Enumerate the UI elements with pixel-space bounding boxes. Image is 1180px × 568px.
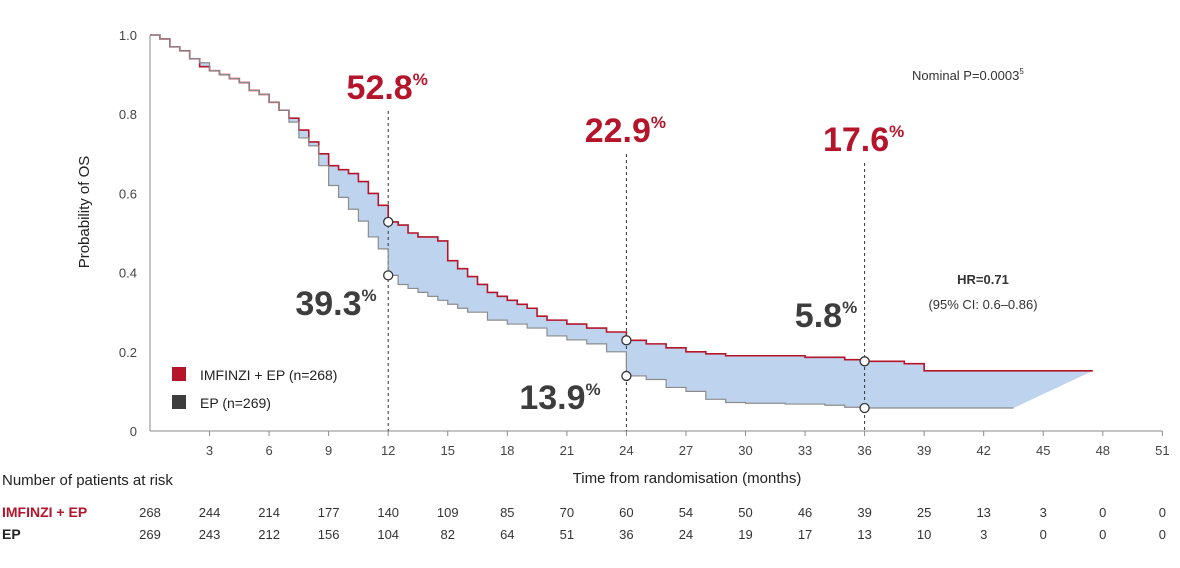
risk-table-cell: 212 [258, 527, 280, 542]
risk-table-cell: 0 [1099, 505, 1106, 520]
risk-table-cell: 109 [437, 505, 459, 520]
risk-table-cell: 10 [917, 527, 931, 542]
series-line-ep [150, 34, 1014, 409]
risk-table-cell: 0 [1159, 505, 1166, 520]
y-tick-label: 0.2 [119, 345, 137, 360]
x-tick-label: 51 [1155, 443, 1169, 458]
landmark-lines [387, 111, 866, 431]
risk-table-cell: 13 [976, 505, 990, 520]
ep-landmark-label: 5.8% [795, 297, 857, 335]
risk-row-label-imfinzi: IMFINZI + EP [2, 504, 87, 520]
risk-table-cell: 104 [377, 527, 399, 542]
x-tick-label: 36 [857, 443, 871, 458]
risk-table-cell: 36 [619, 527, 633, 542]
risk-table-cell: 177 [318, 505, 340, 520]
risk-table-cell: 19 [738, 527, 752, 542]
axes: 00.20.40.60.81.03 6 9 12 15 18 21 24 27 30 33 36 39 4… [119, 28, 1170, 458]
legend: IMFINZI + EP (n=268) EP (n=269) [172, 367, 337, 411]
risk-table-cell: 70 [560, 505, 574, 520]
risk-table-cell: 156 [318, 527, 340, 542]
risk-table-cell: 269 [139, 527, 161, 542]
landmark-marker [859, 356, 870, 367]
x-tick-label: 45 [1036, 443, 1050, 458]
risk-table-cell: 46 [798, 505, 812, 520]
risk-table-cell: 244 [199, 505, 221, 520]
risk-table-cell: 0 [1099, 527, 1106, 542]
risk-table-cell: 243 [199, 527, 221, 542]
hr-ci: (95% CI: 0.6–0.86) [928, 297, 1037, 312]
landmark-marker [383, 270, 394, 281]
series-line-imfinzi [150, 34, 1093, 372]
risk-table-cell: 0 [1040, 527, 1047, 542]
shaded-area [150, 35, 1093, 409]
x-tick-label: 39 [917, 443, 931, 458]
ep-landmark-label: 39.3% [295, 285, 376, 323]
risk-table-cell: 85 [500, 505, 514, 520]
x-tick-label: 15 [441, 443, 455, 458]
risk-row-label-ep: EP [2, 526, 21, 542]
imfinzi-landmark-label: 22.9% [585, 112, 666, 150]
landmark-marker [859, 402, 870, 414]
shaded-difference-area [150, 35, 1093, 409]
x-tick-label: 6 [265, 443, 272, 458]
x-tick-label: 18 [500, 443, 514, 458]
risk-table-cell: 13 [857, 527, 871, 542]
imfinzi-landmark-label: 52.8% [347, 69, 428, 107]
x-tick-label: 21 [560, 443, 574, 458]
landmark-markers [383, 216, 870, 414]
landmark-marker [621, 335, 632, 346]
legend-swatch-imfinzi [172, 367, 186, 381]
risk-table-cell: 25 [917, 505, 931, 520]
risk-table-cell: 24 [679, 527, 693, 542]
x-tick-label: 12 [381, 443, 395, 458]
landmark-marker [383, 216, 394, 228]
x-tick-label: 30 [738, 443, 752, 458]
imfinzi-landmark-label: 17.6% [823, 121, 904, 159]
x-tick-label: 42 [976, 443, 990, 458]
ep-landmark-label: 13.9% [519, 379, 600, 417]
legend-label-ep: EP (n=269) [200, 395, 271, 411]
risk-table-cell: 82 [441, 527, 455, 542]
risk-table-cell: 0 [1159, 527, 1166, 542]
y-tick-label: 1.0 [119, 28, 137, 43]
x-tick-label: 3 [206, 443, 213, 458]
risk-table-cell: 214 [258, 505, 280, 520]
y-tick-label: 0 [130, 424, 137, 439]
risk-table-cell: 51 [560, 527, 574, 542]
risk-table-heading: Number of patients at risk [2, 472, 173, 489]
x-tick-label: 27 [679, 443, 693, 458]
risk-table-cell: 140 [377, 505, 399, 520]
risk-table-cell: 17 [798, 527, 812, 542]
p-value-text: Nominal P=0.00035 [912, 67, 1024, 83]
risk-table-cell: 64 [500, 527, 514, 542]
risk-table-cell: 50 [738, 505, 752, 520]
hr-label: HR=0.71 [957, 272, 1009, 287]
legend-swatch-ep [172, 395, 186, 409]
y-tick-label: 0.4 [119, 266, 137, 281]
survival-curves [150, 34, 1093, 409]
x-axis-title: Time from randomisation (months) [573, 470, 802, 487]
x-tick-label: 9 [325, 443, 332, 458]
y-tick-label: 0.8 [119, 107, 137, 122]
x-tick-label: 33 [798, 443, 812, 458]
y-axis-title: Probability of OS [76, 156, 93, 269]
risk-table-cell: 268 [139, 505, 161, 520]
x-tick-label: 48 [1096, 443, 1110, 458]
x-tick-label: 24 [619, 443, 633, 458]
legend-label-imfinzi: IMFINZI + EP (n=268) [200, 367, 337, 383]
y-tick-label: 0.6 [119, 186, 137, 201]
landmark-marker [621, 370, 632, 382]
risk-table-cell: 54 [679, 505, 693, 520]
risk-table-values: 268 244 214 177 140 109 85 70 60 54 50 46 39 25 13 3 0 0 2… [139, 505, 1166, 542]
risk-table-cell: 60 [619, 505, 633, 520]
risk-table-cell: 3 [1040, 505, 1047, 520]
landmark-labels: 52.8% 22.9% 17.6% 39.3% 13.9% 5.8% [295, 69, 904, 417]
risk-table-cell: 3 [980, 527, 987, 542]
risk-table-cell: 39 [857, 505, 871, 520]
